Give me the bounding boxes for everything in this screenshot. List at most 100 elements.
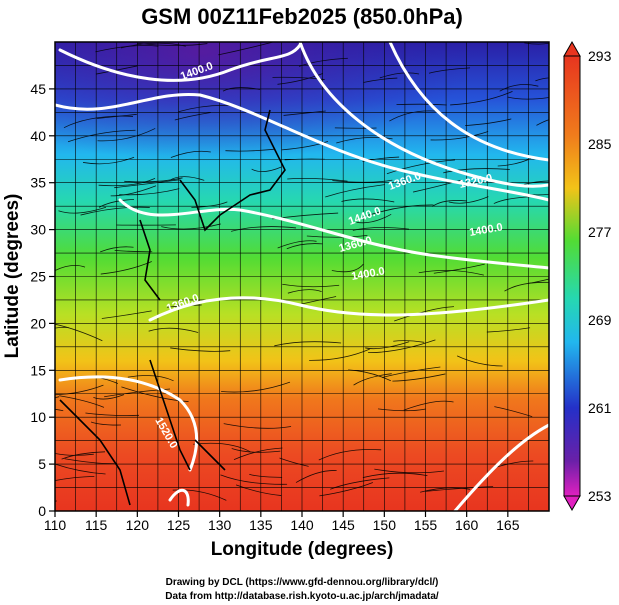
- streamline: [536, 119, 549, 126]
- streamline: [110, 185, 157, 197]
- colorbar-tick-label: 277: [588, 224, 612, 240]
- x-tick-label: 160: [455, 517, 479, 533]
- streamline: [448, 196, 489, 204]
- streamline: [55, 476, 95, 482]
- streamline: [161, 223, 221, 230]
- wind-streamlines: [55, 42, 549, 502]
- colorbar-tick-label: 269: [588, 312, 612, 328]
- streamline: [283, 110, 326, 116]
- streamline: [85, 412, 140, 416]
- streamline: [281, 140, 329, 151]
- streamline: [295, 470, 337, 483]
- colorbar-tick-label: 285: [588, 136, 612, 152]
- y-tick-label: 40: [30, 128, 46, 144]
- streamline: [55, 453, 94, 456]
- contour-line: [55, 92, 549, 202]
- streamline: [382, 366, 441, 378]
- streamline: [282, 283, 340, 288]
- streamline: [235, 484, 282, 496]
- streamline: [63, 115, 134, 129]
- streamline: [148, 327, 199, 333]
- streamline: [309, 348, 370, 361]
- streamline: [341, 198, 395, 203]
- streamline: [82, 156, 135, 165]
- y-axis-ticks: 0 5 10 15 20 25 30 35 40 45: [30, 81, 55, 519]
- streamline: [319, 482, 374, 497]
- colorbar-ticks: 253 261 269 277 285 293: [588, 48, 612, 504]
- streamline: [55, 408, 64, 412]
- streamline: [61, 451, 106, 460]
- contour-line: [388, 42, 549, 162]
- streamline: [233, 447, 283, 461]
- streamline: [392, 373, 446, 382]
- x-tick-label: 125: [167, 517, 191, 533]
- streamline: [332, 179, 393, 183]
- y-tick-label: 25: [30, 269, 46, 285]
- streamline: [67, 129, 136, 143]
- streamline: [386, 159, 455, 175]
- streamline: [90, 421, 122, 426]
- streamline: [170, 150, 211, 158]
- streamline: [356, 213, 392, 224]
- y-axis-label: Latitude (degrees): [2, 194, 23, 359]
- streamline: [221, 381, 291, 393]
- x-tick-label: 140: [290, 517, 314, 533]
- credit-data: Data from http://database.rish.kyoto-u.a…: [165, 591, 439, 602]
- streamline: [366, 204, 434, 217]
- contour-label: 1400.0: [350, 265, 385, 283]
- streamline: [119, 188, 180, 196]
- streamline: [59, 395, 105, 408]
- streamline: [55, 396, 60, 399]
- streamline: [287, 289, 322, 294]
- streamline: [249, 473, 283, 478]
- streamline: [223, 423, 292, 429]
- streamline: [225, 148, 276, 152]
- x-tick-label: 150: [373, 517, 397, 533]
- contour-line: [118, 198, 549, 270]
- streamline: [172, 489, 227, 501]
- streamline: [306, 234, 368, 238]
- streamline: [114, 249, 153, 253]
- contour-line: [298, 42, 549, 188]
- x-tick-label: 120: [126, 517, 150, 533]
- streamline: [98, 177, 156, 187]
- y-tick-label: 45: [30, 81, 46, 97]
- colorbar-bottom-arrow: [563, 495, 581, 512]
- colorbar: 253 261 269 277 285 293: [563, 40, 612, 512]
- streamline: [231, 226, 297, 232]
- contour-line: [58, 375, 199, 472]
- streamline: [220, 474, 288, 485]
- x-axis-ticks: 110 115 120 125 130 135 140 145 150 155 160 165: [44, 511, 520, 533]
- x-tick-label: 130: [208, 517, 232, 533]
- streamline: [274, 341, 342, 347]
- x-tick-label: 155: [414, 517, 438, 533]
- contour-line: [58, 43, 302, 82]
- streamline: [418, 269, 484, 276]
- streamline: [535, 77, 549, 82]
- streamline: [121, 386, 189, 402]
- x-tick-label: 110: [44, 517, 67, 533]
- y-tick-label: 35: [30, 175, 46, 191]
- lat-lon-grid: [55, 42, 549, 511]
- streamline: [507, 96, 549, 100]
- y-tick-label: 30: [30, 222, 46, 238]
- colorbar-top-arrow: [563, 40, 581, 57]
- contour-line: [453, 423, 549, 511]
- y-tick-label: 0: [38, 503, 46, 519]
- streamline: [101, 310, 152, 319]
- plot-area: 1400.0 1320.0 1360.0 1400.0 1440.0 1360.…: [55, 42, 549, 511]
- y-tick-label: 10: [30, 409, 46, 425]
- streamline: [127, 375, 174, 382]
- streamline: [55, 384, 104, 396]
- streamline: [396, 103, 447, 106]
- streamline: [174, 112, 211, 121]
- streamline: [456, 355, 503, 367]
- y-tick-label: 15: [30, 362, 46, 378]
- streamline: [93, 394, 125, 400]
- streamline: [443, 168, 510, 174]
- streamline: [428, 67, 471, 74]
- streamline: [433, 263, 485, 274]
- streamline: [330, 477, 390, 490]
- height-contours: [55, 42, 549, 511]
